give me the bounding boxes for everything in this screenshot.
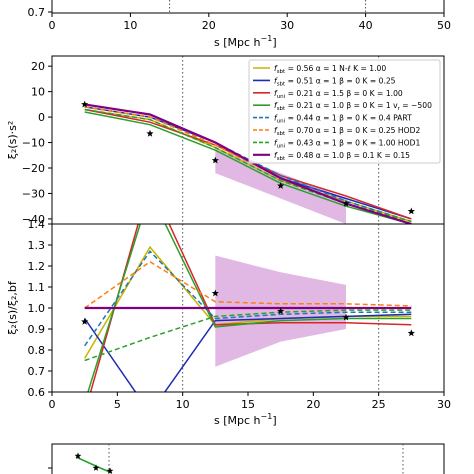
top-x-tick-label: 40 xyxy=(359,19,373,32)
xi-ratio-data-point xyxy=(342,313,350,321)
xi-ratio-series-line xyxy=(84,260,412,309)
xi-ratio-y-tick-label: 0.9 xyxy=(28,323,46,336)
xi-ratio-x-tick-label: 0 xyxy=(49,398,56,411)
xi-s2-series-line xyxy=(84,103,412,224)
xi-s2-y-tick-label: 10 xyxy=(31,86,45,99)
xi-s2-series-line xyxy=(84,111,412,224)
xi-ratio-y-tick-label: 1.1 xyxy=(28,281,46,294)
xi-ratio-x-ticks: 0 5 10 15 20 25 30 xyxy=(49,392,451,411)
xi-ratio-series-line xyxy=(84,313,412,392)
legend-entry-label: fsbt = 0.51 α = 1 β = 0 K = 0.25 xyxy=(274,76,396,87)
xi-s2-data-point xyxy=(81,100,89,108)
xi-ratio-data-point xyxy=(81,317,89,325)
top-y-tick-label: 0.7 xyxy=(28,6,46,19)
xi-ratio-x-tick-label: 25 xyxy=(372,398,386,411)
xi-s2-y-tick-label: 0 xyxy=(38,111,45,124)
top-x-tick-label: 30 xyxy=(280,19,294,32)
top-x-tick-label: 50 xyxy=(437,19,451,32)
xi-s2-data-point xyxy=(407,207,415,215)
xi-ratio-y-tick-label: 1.4 xyxy=(28,218,46,231)
top-x-ticks: 0 10 20 30 40 50 xyxy=(49,0,451,32)
xi-ratio-x-axis-label: s [Mpc h−1] xyxy=(214,412,277,427)
xi-s2-y-ticks: 20 10 0 −10 −20 −30 −40 xyxy=(22,60,52,226)
xi-ratio-series-line xyxy=(87,224,412,392)
xi-ratio-x-tick-label: 10 xyxy=(176,398,190,411)
xi-s2-data-point xyxy=(277,182,285,189)
xi-ratio-data-point xyxy=(407,329,415,337)
xi-s2-data-point xyxy=(211,156,219,164)
xi-ratio-x-tick-label: 15 xyxy=(241,398,255,411)
xi-ratio-series-line xyxy=(84,309,412,362)
xi-ratio-data-point xyxy=(211,289,219,297)
xi-ratio-y-tick-label: 1.0 xyxy=(28,302,46,315)
xi-ratio-y-axis-label: ξ₂(s)/ξ₂,bf xyxy=(6,280,19,335)
bottom-data-point xyxy=(106,467,114,474)
top-x-axis-label: s [Mpc h−1] xyxy=(214,34,277,49)
xi-ratio-y-tick-label: 0.6 xyxy=(28,386,46,399)
bottom-panel-frame xyxy=(51,443,445,474)
xi-ratio-y-tick-label: 0.7 xyxy=(28,365,46,378)
xi-ratio-y-tick-label: 1.3 xyxy=(28,239,46,252)
legend-entry-label: funi = 0.43 α = 1 β = 0 K = 1.00 HOD1 xyxy=(274,138,420,149)
top-x-tick-label: 10 xyxy=(123,19,137,32)
xi-ratio-x-tick-label: 5 xyxy=(114,398,121,411)
xi-s2-y-axis-label: ξ₂(s)·s² xyxy=(6,121,19,160)
xi-ratio-y-tick-label: 1.2 xyxy=(28,260,46,273)
xi-s2-y-tick-label: 20 xyxy=(31,60,45,73)
xi-s2-data-point xyxy=(146,129,154,137)
xi-ratio-data-point xyxy=(277,307,285,315)
xi-ratio-panel-frame xyxy=(51,223,445,393)
xi-ratio-series-line xyxy=(84,250,412,347)
xi-ratio-y-tick-label: 0.8 xyxy=(28,344,46,357)
top-cropped-panel: 0 10 20 30 40 50 0.7 s [Mpc h−1] xyxy=(28,0,451,49)
xi-ratio-y-ticks: 1.4 1.3 1.2 1.1 1.0 0.9 0.8 0.7 0.6 xyxy=(28,218,52,399)
xi-ratio-x-tick-label: 20 xyxy=(306,398,320,411)
legend-entry-label: fsbt = 0.70 α = 1 β = 0 K = 0.25 HOD2 xyxy=(274,126,420,137)
bottom-data-point xyxy=(74,452,82,459)
xi-s2-series-group xyxy=(84,103,412,224)
xi-ratio-panel: 1.4 1.3 1.2 1.1 1.0 0.9 0.8 0.7 0.6 0 5 10 15 20 25 30… xyxy=(6,218,451,427)
legend-entry-label: fsbt = 0.21 α = 1.0 β = 0 K = 1 vr = −50… xyxy=(274,101,432,112)
legend-entry-label: fsbt = 0.56 α = 1 N-ℓ K = 1.00 xyxy=(274,64,386,75)
top-panel-frame xyxy=(51,0,445,14)
xi-ratio-data-points xyxy=(81,289,415,337)
legend-entry-label: funi = 0.44 α = 1 β = 0 K = 0.4 PART xyxy=(274,114,412,125)
xi-s2-data-point xyxy=(342,199,350,207)
xi-s2-series-line xyxy=(84,106,412,223)
legend-box xyxy=(248,59,441,164)
xi-s2-y-tick-label: −20 xyxy=(22,162,45,175)
top-x-tick-label: 0 xyxy=(49,19,56,32)
legend-entry-label: funi = 0.21 α = 1.5 β = 0 K = 1.00 xyxy=(274,89,403,100)
top-x-tick-label: 20 xyxy=(202,19,216,32)
xi-s2-data-points xyxy=(81,100,415,215)
xi-s2-y-tick-label: −40 xyxy=(22,213,45,226)
xi-ratio-x-tick-label: 30 xyxy=(437,398,451,411)
bottom-data-point xyxy=(92,464,100,471)
xi-ratio-series-group xyxy=(84,224,412,392)
legend-entry-label: fsbt = 0.48 α = 1.0 β = 0.1 K = 0.15 xyxy=(274,151,410,162)
xi-s2-y-tick-label: −30 xyxy=(22,187,45,200)
xi-s2-y-tick-label: −10 xyxy=(22,137,45,150)
bottom-cropped-panel xyxy=(48,443,445,474)
